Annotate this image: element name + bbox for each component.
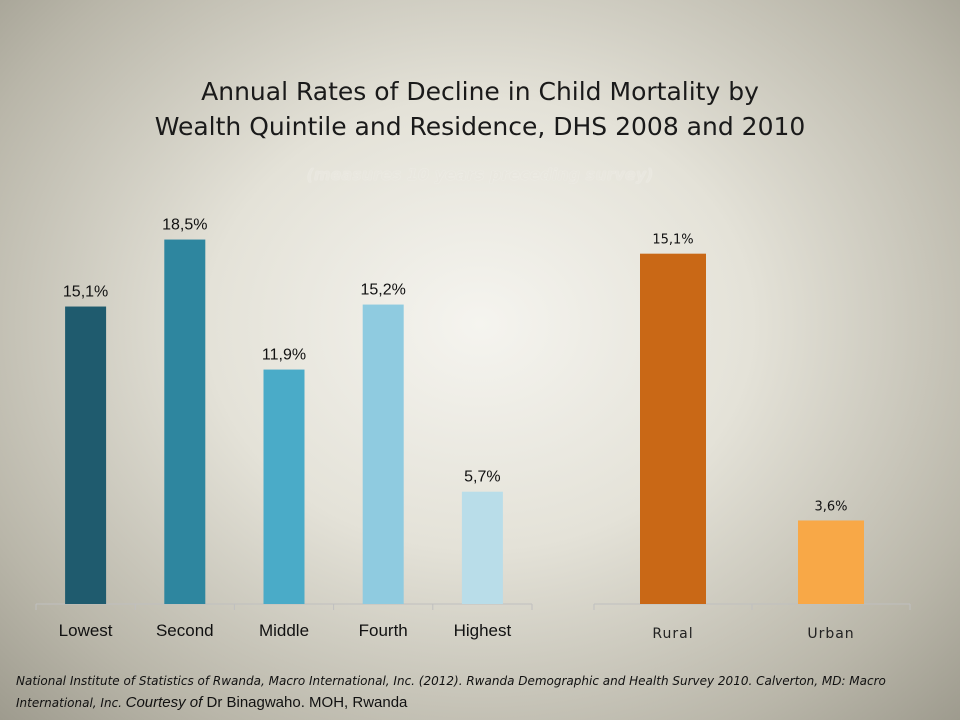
bar-fourth (362, 304, 404, 604)
data-label-fourth: 15,2% (361, 282, 406, 299)
data-label-lowest: 15,1% (63, 284, 108, 301)
data-label-second: 18,5% (162, 217, 207, 234)
data-label-rural: 15,1% (652, 233, 693, 248)
source-footer: National Institute of Statistics of Rwan… (16, 670, 951, 714)
category-label-middle: Middle (259, 621, 309, 640)
bar-second (164, 239, 206, 605)
category-label-fourth: Fourth (359, 621, 408, 640)
courtesy-of-label: Courtesy of (125, 694, 203, 711)
category-label-highest: Highest (454, 621, 512, 640)
chart-title: Annual Rates of Decline in Child Mortali… (0, 74, 960, 144)
bar-rural (640, 253, 706, 604)
source-reference: National Institute of Statistics of Rwan… (16, 674, 886, 710)
bar-highest (461, 491, 503, 604)
bar-urban (798, 520, 864, 604)
courtesy-name: Dr Binagwaho. MOH, Rwanda (206, 694, 408, 711)
category-label-urban: Urban (807, 626, 854, 642)
bar-middle (263, 369, 305, 604)
data-label-middle: 11,9% (262, 347, 306, 364)
category-label-rural: Rural (652, 626, 693, 642)
data-label-highest: 5,7% (464, 469, 500, 486)
category-label-second: Second (156, 621, 214, 640)
chart-subtitle: (measures 10 years preceding survey) (306, 165, 654, 184)
category-label-lowest: Lowest (59, 621, 113, 640)
courtesy-note: Courtesy of Dr Binagwaho. MOH, Rwanda (126, 694, 408, 711)
chart-title-line-2: Wealth Quintile and Residence, DHS 2008 … (154, 112, 806, 141)
bar-lowest (65, 306, 107, 604)
chart-title-line-1: Annual Rates of Decline in Child Mortali… (201, 77, 759, 106)
data-label-urban: 3,6% (814, 499, 847, 514)
